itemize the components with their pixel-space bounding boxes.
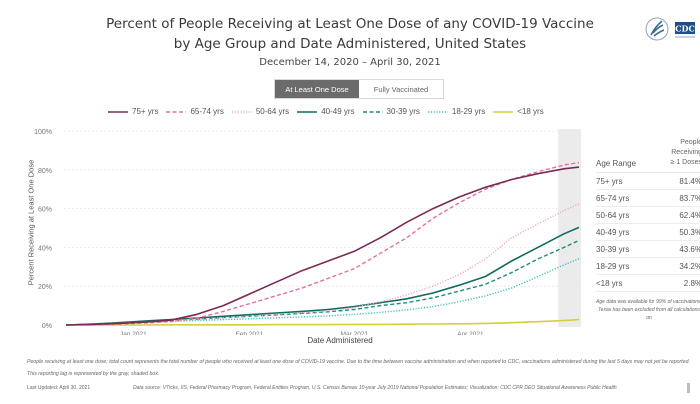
legend-swatch (108, 110, 128, 113)
legend-swatch (362, 110, 383, 113)
series-line-18-29-yrs (65, 258, 580, 326)
age-cell: 75+ yrs (596, 176, 623, 186)
table-row: 75+ yrs 81.4% (596, 173, 700, 190)
legend-item[interactable]: 65-74 yrs (166, 107, 224, 116)
series-line-75-yrs (65, 166, 580, 326)
value-cell: 43.6% (679, 244, 700, 254)
legend-item[interactable]: 40-49 yrs (297, 107, 355, 116)
table-row: 40-49 yrs 50.3% (596, 224, 700, 241)
y-tick-label: 40% (38, 245, 52, 252)
series-line-30-39-yrs (65, 239, 580, 326)
legend-swatch (166, 110, 187, 113)
doses-header-line: People (680, 139, 700, 146)
table-row: <18 yrs 2.8% (596, 275, 700, 292)
y-tick-label: 80% (38, 168, 52, 175)
y-tick-label: 0% (42, 323, 52, 330)
legend-item[interactable]: 18-29 yrs (427, 107, 486, 116)
table-note: Age data was available for 99% of vaccin… (596, 299, 700, 321)
doses-header-line: Receiving (671, 149, 700, 156)
x-tick-label: Apr 2021 (457, 331, 484, 335)
value-cell: 83.7% (679, 193, 700, 203)
y-tick-label: 20% (38, 284, 52, 291)
value-cell: 81.4% (679, 176, 700, 186)
age-cell: <18 yrs (596, 278, 623, 288)
at-least-one-dose-button[interactable]: At Least One Dose (275, 80, 359, 98)
legend-swatch (231, 110, 252, 113)
hhs-eagle-icon (645, 17, 669, 41)
legend-label: 75+ yrs (132, 107, 159, 116)
x-tick-label: Mar 2021 (341, 331, 369, 335)
doses-header: People Receiving ≥ 1 Doses (671, 138, 700, 168)
line-chart: 0% 20% 40% 60% 80% 100% Jan 2021 Feb 2021 Mar 20… (34, 129, 581, 335)
age-cell: 30-39 yrs (596, 244, 630, 254)
age-cell: 40-49 yrs (596, 227, 630, 237)
legend-item[interactable]: <18 yrs (493, 107, 544, 116)
legend-label: <18 yrs (517, 107, 544, 116)
age-range-table: Age Range People Receiving ≥ 1 Doses 75+… (596, 132, 700, 322)
y-tick-label: 100% (34, 129, 52, 136)
y-axis-title: Percent Receiving at Least One Dose (26, 159, 36, 286)
value-cell: 62.4% (679, 210, 700, 220)
legend-swatch (297, 110, 318, 113)
legend-swatch (493, 110, 514, 113)
cdc-logo-text: CDC (675, 24, 695, 34)
series-line-50-64-yrs (65, 203, 580, 326)
age-cell: 50-64 yrs (596, 210, 630, 220)
legend-label: 40-49 yrs (321, 107, 355, 116)
data-source: Data source: VTrcks, IIS, Federal Pharma… (133, 385, 617, 391)
series-line-65-74-yrs (65, 161, 580, 326)
y-tick-label: 60% (38, 207, 52, 214)
legend-label: 65-74 yrs (190, 107, 224, 116)
age-range-header: Age Range (596, 159, 637, 168)
reporting-lag-box (558, 129, 581, 327)
table-row: 50-64 yrs 62.4% (596, 207, 700, 224)
value-cell: 50.3% (679, 227, 700, 237)
footnote: People receiving at least one dose; tota… (27, 359, 690, 377)
fully-vaccinated-button[interactable]: Fully Vaccinated (359, 80, 443, 98)
legend-item[interactable]: 30-39 yrs (362, 107, 420, 116)
chart-title-line1: Percent of People Receiving at Least One… (106, 16, 594, 32)
table-row: 65-74 yrs 83.7% (596, 190, 700, 207)
chart-title-line2: by Age Group and Date Administered, Unit… (173, 36, 527, 52)
series-line-40-49-yrs (65, 226, 580, 326)
dose-toggle[interactable]: At Least One Dose Fully Vaccinated (274, 79, 444, 99)
last-updated: Last Updated: April 30, 2021 (27, 385, 91, 391)
legend-label: 50-64 yrs (255, 107, 290, 116)
table-row: 30-39 yrs 43.6% (596, 241, 700, 258)
table-header: Age Range People Receiving ≥ 1 Doses (596, 132, 700, 173)
x-axis-title: Date Administered (307, 336, 373, 345)
legend-label: 30-39 yrs (386, 107, 420, 116)
legend-label: 18-29 yrs (451, 107, 486, 116)
legend-swatch (427, 110, 448, 113)
age-cell: 65-74 yrs (596, 193, 630, 203)
legend-item[interactable]: 50-64 yrs (231, 107, 290, 116)
cdc-logo: CDC (645, 15, 700, 47)
series-line--18-yrs (66, 318, 580, 326)
value-cell: 34.2% (679, 261, 700, 271)
scrollbar[interactable] (687, 383, 690, 393)
date-range-subtitle: December 14, 2020 – April 30, 2021 (259, 57, 441, 68)
x-tick-label: Jan 2021 (120, 331, 147, 335)
value-cell: 2.8% (683, 278, 700, 288)
table-row: 18-29 yrs 34.2% (596, 258, 700, 275)
age-cell: 18-29 yrs (596, 261, 630, 271)
x-tick-label: Feb 2021 (236, 331, 264, 335)
chart-legend: 75+ yrs 65-74 yrs 50-64 yrs 40-49 yrs 30-39 … (108, 107, 552, 116)
legend-item[interactable]: 75+ yrs (108, 107, 158, 116)
doses-header-line: ≥ 1 Doses (670, 159, 700, 166)
